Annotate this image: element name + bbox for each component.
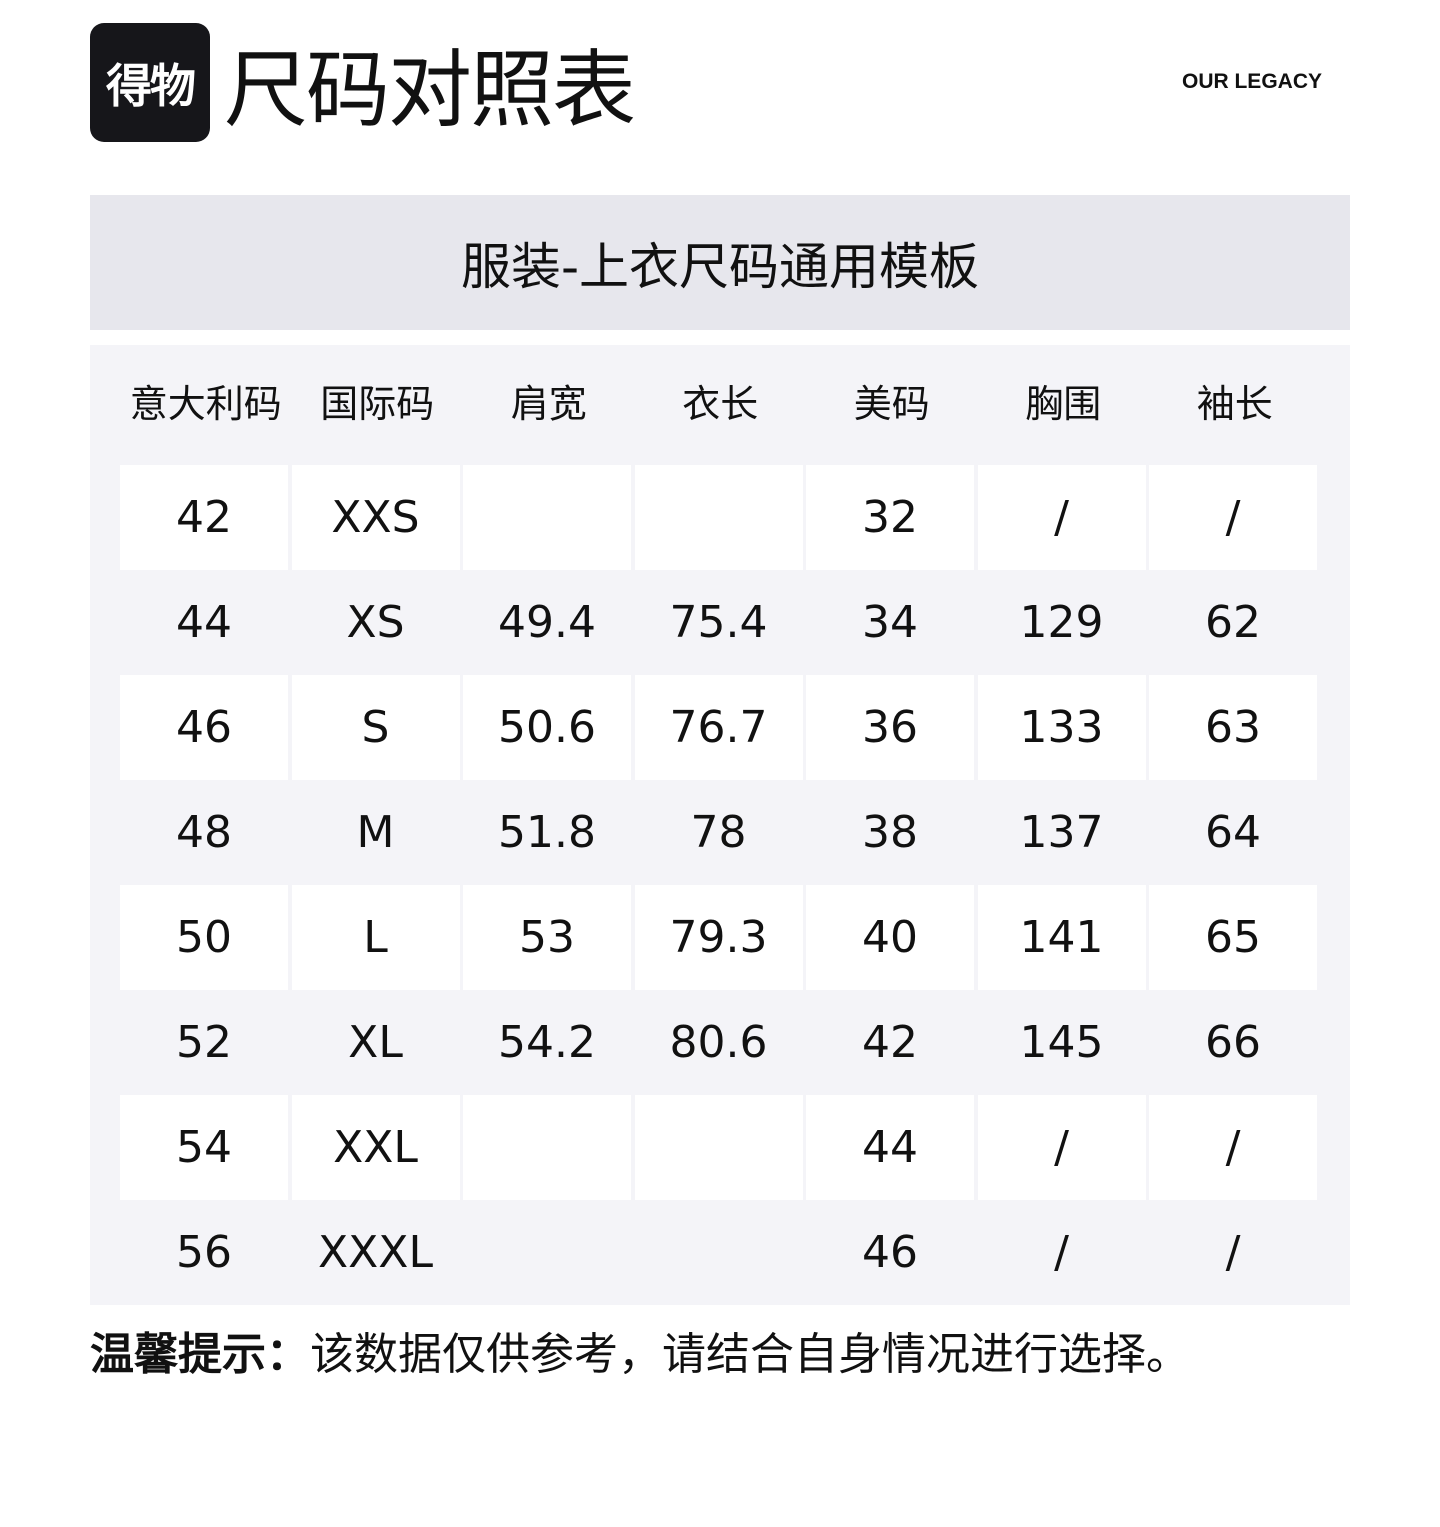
table-cell: XXL <box>291 1095 460 1200</box>
table-row: 46 S 50.6 76.7 36 133 63 <box>120 675 1321 780</box>
column-header: 意大利码 <box>129 382 282 426</box>
tip-label: 温馨提示： <box>90 1329 310 1380</box>
table-row: 54 XXL 44// <box>120 1095 1321 1200</box>
table-cell: XXS <box>291 465 460 570</box>
table-cell: 133 <box>977 675 1146 780</box>
table-cell: 75.4 <box>669 597 768 648</box>
table-cell: 56 <box>176 1227 232 1278</box>
tip-text: 该数据仅供参考，请结合自身情况进行选择。 <box>310 1329 1190 1380</box>
table-cell: 46 <box>862 1227 918 1278</box>
template-title: 服装-上衣尺码通用模板 <box>90 195 1350 330</box>
table-cell: 62 <box>1205 597 1261 648</box>
table-cell <box>463 465 631 570</box>
column-header: 袖长 <box>1196 382 1273 426</box>
table-cell <box>463 1095 631 1200</box>
table-cell: XS <box>346 597 405 648</box>
table-cell: 50 <box>120 885 288 990</box>
table-cell: 141 <box>977 885 1146 990</box>
table-cell: 137 <box>1019 807 1104 858</box>
table-row: 50 L 53 79.3 40 141 65 <box>120 885 1321 990</box>
table-cell: 48 <box>176 807 232 858</box>
table-cell: 80.6 <box>669 1017 768 1068</box>
column-header: 国际码 <box>320 382 435 426</box>
table-cell: L <box>291 885 460 990</box>
column-header: 美码 <box>853 382 930 426</box>
table-cell: 46 <box>120 675 288 780</box>
table-cell: 52 <box>176 1017 232 1068</box>
table-cell: 64 <box>1205 807 1261 858</box>
table-cell: 54.2 <box>498 1017 596 1068</box>
table-cell: / <box>977 465 1146 570</box>
table-cell: M <box>356 807 395 858</box>
page-title: 尺码对照表 <box>224 41 636 139</box>
table-cell: 66 <box>1205 1017 1261 1068</box>
table-cell: / <box>1149 465 1317 570</box>
brand-name: OUR LEGACY <box>1181 70 1322 93</box>
table-cell: 38 <box>862 807 918 858</box>
table-cell: 44 <box>806 1095 974 1200</box>
table-cell <box>634 1095 803 1200</box>
table-row: 42 XXS 32// <box>120 465 1321 570</box>
table-cell: 40 <box>806 885 974 990</box>
table-cell: 42 <box>862 1017 918 1068</box>
table-cell: / <box>977 1095 1146 1200</box>
table-cell <box>634 465 803 570</box>
table-cell: 36 <box>806 675 974 780</box>
table-cell: 145 <box>1019 1017 1104 1068</box>
table-cell: 65 <box>1149 885 1317 990</box>
table-cell: 44 <box>176 597 232 648</box>
column-header: 胸围 <box>1025 382 1102 426</box>
table-cell: 51.8 <box>498 807 596 858</box>
tip-note: 温馨提示：该数据仅供参考，请结合自身情况进行选择。 <box>90 1325 1190 1385</box>
table-cell: 32 <box>806 465 974 570</box>
table-cell: 34 <box>862 597 918 648</box>
dewu-logo: 得物 <box>90 23 210 142</box>
table-row: 44 XS 49.4 75.4 34 129 62 <box>120 570 1321 675</box>
table-cell: 53 <box>463 885 631 990</box>
table-cell: 54 <box>120 1095 288 1200</box>
table-row: 52 XL 54.2 80.6 42 145 66 <box>120 990 1321 1095</box>
table-row: 48 M 51.8 78 38 137 64 <box>120 780 1321 885</box>
column-header: 衣长 <box>682 382 759 426</box>
table-row: 56 XXXL 46 / / <box>120 1200 1321 1305</box>
table-cell <box>635 1200 803 1305</box>
table-cell: XL <box>348 1017 403 1068</box>
table-cell: 63 <box>1149 675 1317 780</box>
table-cell: / <box>1225 1227 1241 1278</box>
table-cell: / <box>1054 1227 1069 1278</box>
table-cell: 49.4 <box>498 597 596 648</box>
table-cell: 42 <box>120 465 288 570</box>
table-cell: XXXL <box>318 1227 433 1278</box>
table-cell: S <box>291 675 460 780</box>
size-table: 意大利码 国际码 肩宽 衣长 美码 胸围 袖长 42 XXS 32//44 XS 49.4 75.4 3… <box>90 345 1350 1305</box>
table-cell: 76.7 <box>634 675 803 780</box>
table-cell: / <box>1149 1095 1317 1200</box>
table-cell: 78 <box>690 807 747 858</box>
table-header: 意大利码 国际码 肩宽 衣长 美码 胸围 袖长 <box>120 345 1321 465</box>
table-cell: 50.6 <box>463 675 631 780</box>
table-cell: 79.3 <box>634 885 803 990</box>
column-header: 肩宽 <box>510 382 587 426</box>
table-cell: 129 <box>1019 597 1104 648</box>
table-cell <box>463 1200 631 1305</box>
